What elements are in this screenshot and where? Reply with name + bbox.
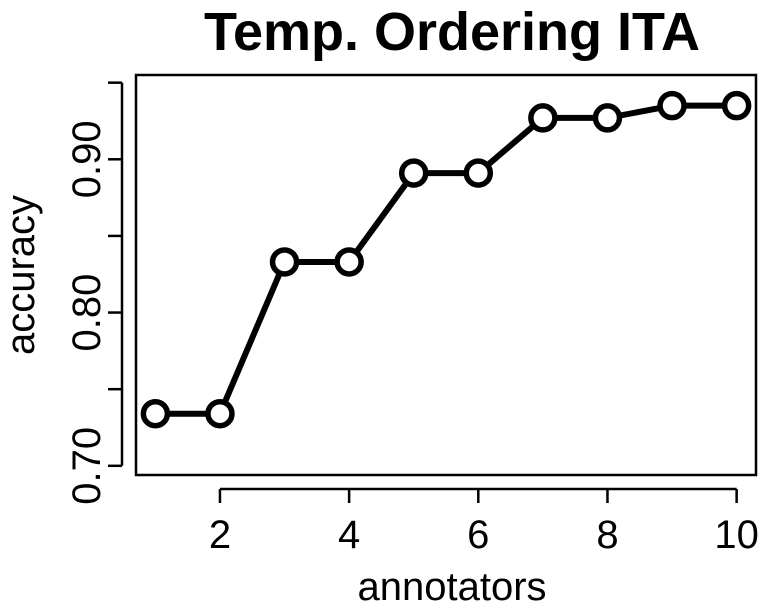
- data-point: [592, 103, 623, 133]
- data-point: [269, 247, 300, 277]
- data-point: [721, 90, 752, 121]
- x-axis: 2 4 6 8 10: [209, 487, 759, 557]
- y-axis: 0.70 0.80 0.90: [65, 81, 124, 505]
- y-tick-label: 0.70: [65, 427, 109, 505]
- data-point: [334, 247, 364, 277]
- x-tick-label: 4: [338, 513, 360, 557]
- x-axis-label: annotators: [357, 565, 546, 609]
- y-axis-label: accuracy: [0, 195, 43, 355]
- data-point: [398, 158, 429, 188]
- x-tick-label: 6: [467, 513, 489, 557]
- y-tick-label: 0.80: [65, 274, 109, 352]
- x-tick-label: 10: [714, 513, 759, 557]
- data-point: [528, 103, 558, 133]
- data-point: [657, 90, 687, 121]
- x-tick-label: 8: [596, 513, 618, 557]
- data-point: [463, 158, 494, 188]
- x-tick-label: 2: [209, 513, 231, 557]
- series-group: [140, 90, 752, 429]
- data-point: [140, 398, 171, 429]
- y-tick-label: 0.90: [65, 120, 109, 198]
- plot-frame: [134, 73, 758, 477]
- series-line: [155, 102, 737, 417]
- chart-title: Temp. Ordering ITA: [204, 2, 700, 62]
- data-point: [205, 398, 235, 429]
